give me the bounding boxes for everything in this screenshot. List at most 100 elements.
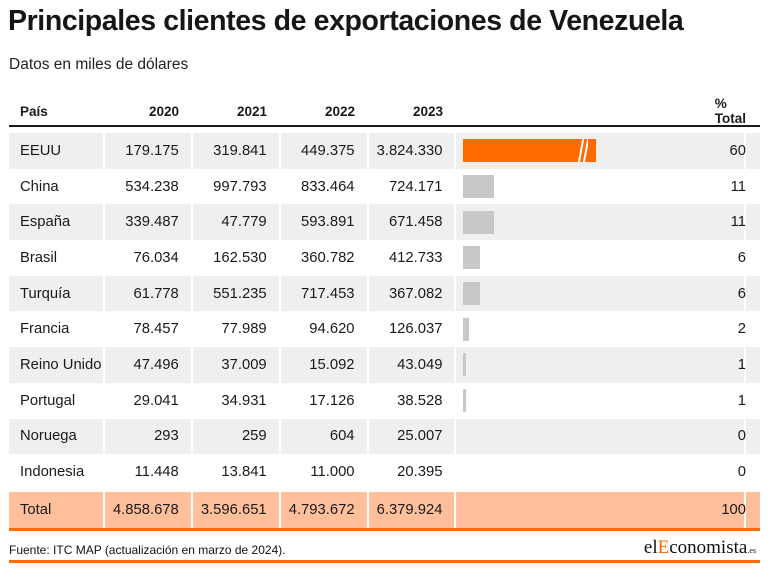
cell-pct: 6 (738, 275, 761, 312)
cell-2022: 449.375 (278, 133, 367, 169)
cell-2022: 17.126 (278, 382, 367, 419)
cell-country: China (20, 178, 59, 195)
cell-2022: 11.000 (278, 454, 367, 490)
cell-pct: 6 (738, 240, 760, 276)
cell-country: España (9, 204, 103, 241)
bar-mark (463, 389, 467, 413)
bar-mark (463, 139, 597, 163)
cell-2023: 412.733 (366, 240, 455, 276)
cell-2022: 15.092 (278, 347, 367, 383)
header-2022: 2022 (324, 103, 355, 119)
cell-2020: 47.496 (102, 347, 191, 383)
table-row: China 534.238 997.793 833.464 724.171 11 (9, 168, 760, 205)
cell-bar (454, 240, 744, 276)
cell-2021: 162.530 (190, 240, 279, 276)
source-note: Fuente: ITC MAP (actualización en marzo … (9, 543, 286, 557)
cell-pct: 11 (731, 204, 761, 241)
table-row: Francia 78.457 77.989 94.620 126.037 2 (9, 311, 760, 348)
bar-mark (463, 317, 470, 341)
cell-country: EEUU (9, 133, 103, 169)
cell-pct: 0 (738, 418, 761, 455)
cell-2023: 367.082 (366, 275, 455, 312)
cell-2020: 29.041 (102, 382, 191, 419)
cell-2021: 34.931 (190, 382, 279, 419)
cell-2021: 997.793 (190, 168, 279, 205)
cell-pct: 1 (738, 382, 760, 419)
total-2022: 4.793.672 (278, 491, 367, 528)
cell-2023: 126.037 (366, 311, 455, 348)
cell-2022: 593.891 (278, 204, 367, 241)
logo-accent: E (657, 537, 670, 558)
cell-2021: 77.989 (190, 311, 279, 348)
cell-2021: 47.779 (190, 204, 279, 241)
logo-prefix: el (643, 537, 658, 558)
cell-2020: 11.448 (102, 454, 191, 490)
cell-pct: 2 (738, 311, 760, 348)
total-row: Total 4.858.678 3.596.651 4.793.672 6.379.92… (9, 491, 761, 528)
bar-mark (463, 246, 481, 270)
header-2021: 2021 (236, 103, 267, 119)
cell-2022: 360.782 (278, 240, 367, 276)
cell-2023: 43.049 (366, 347, 455, 383)
cell-2022: 94.620 (278, 311, 367, 348)
cell-country: Reino Unido (9, 347, 103, 383)
cell-bar (454, 204, 745, 241)
table-row: Portugal 29.041 34.931 17.126 38.528 1 (9, 382, 760, 419)
cell-country: Turquía (9, 275, 103, 312)
axis-break-icon (578, 139, 589, 163)
cell-bar (454, 347, 745, 383)
table-header: País 2020 2021 2022 2023 % Total (9, 96, 760, 127)
cell-2022: 833.464 (278, 168, 367, 205)
cell-pct: 1 (738, 347, 761, 383)
cell-2023: 3.824.330 (366, 133, 455, 169)
cell-2020: 339.487 (102, 204, 191, 241)
header-2023: 2023 (412, 103, 443, 119)
bar-mark (463, 175, 495, 199)
cell-2023: 38.528 (366, 382, 455, 419)
cell-2020: 78.457 (102, 311, 191, 348)
table-row: Indonesia 11.448 13.841 11.000 20.395 0 (9, 454, 760, 490)
total-2023: 6.379.924 (366, 491, 455, 528)
cell-pct: 60 (730, 133, 761, 169)
header-pct: % Total (714, 96, 747, 126)
cell-2021: 259 (190, 418, 279, 455)
cell-2023: 671.458 (366, 204, 455, 241)
cell-pct: 0 (738, 454, 760, 490)
cell-country: Francia (20, 321, 70, 338)
cell-pct: 11 (731, 168, 760, 205)
bar-mark (463, 282, 481, 306)
bar-mark (463, 353, 467, 377)
cell-2022: 604 (278, 418, 367, 455)
cell-2021: 13.841 (190, 454, 279, 490)
header-country: País (20, 103, 48, 119)
total-label: Total (9, 491, 103, 528)
cell-bar (454, 454, 744, 490)
chart-title: Principales clientes de exportaciones de… (8, 5, 684, 37)
total-pct: 100 (721, 491, 761, 528)
cell-2023: 25.007 (366, 418, 455, 455)
total-2021: 3.596.651 (190, 491, 279, 528)
cell-2020: 61.778 (102, 275, 191, 312)
logo-suffix: .es (747, 546, 756, 555)
cell-2020: 179.175 (102, 133, 191, 169)
chart-subtitle: Datos en miles de dólares (9, 56, 189, 73)
cell-2023: 724.171 (366, 168, 455, 205)
cell-country: Portugal (20, 392, 76, 409)
cell-2020: 534.238 (102, 168, 191, 205)
footer-rule-top (9, 528, 760, 531)
cell-2021: 551.235 (190, 275, 279, 312)
cell-bar (454, 311, 744, 348)
bar-mark (463, 210, 495, 234)
brand-logo: elEconomista.es (644, 537, 756, 559)
cell-bar (454, 382, 744, 419)
footer-rule-bottom (9, 560, 760, 563)
exports-table: País 2020 2021 2022 2023 % Total EEUU 179… (9, 96, 761, 528)
cell-2021: 319.841 (190, 133, 279, 169)
logo-rest: conomista (669, 537, 748, 558)
cell-2022: 717.453 (278, 275, 367, 312)
